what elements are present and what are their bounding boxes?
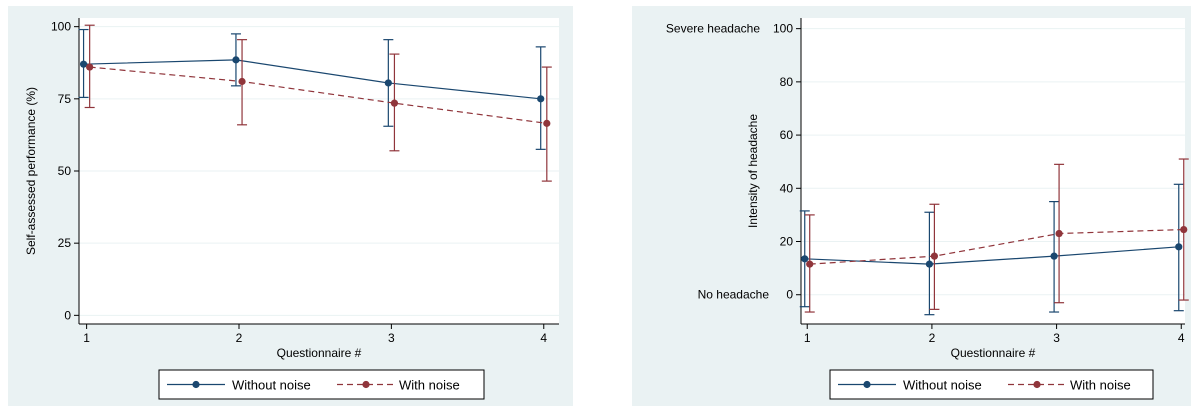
series-line <box>809 228 1184 265</box>
y-tick-label: 75 <box>58 92 72 106</box>
legend-label: Without noise <box>232 378 311 393</box>
x-tick-label: 1 <box>804 331 811 345</box>
legend: Without noise With noise <box>829 369 1154 400</box>
data-point <box>390 99 399 107</box>
legend-marker <box>1033 380 1041 389</box>
y-tick-label: 100 <box>773 22 793 36</box>
data-point <box>79 60 88 68</box>
y-tick-label: 100 <box>51 20 71 34</box>
y-tick-label: 40 <box>780 181 794 195</box>
legend-label: With noise <box>1070 378 1131 393</box>
data-point <box>86 63 94 71</box>
data-point <box>1050 252 1058 260</box>
x-tick-label: 4 <box>540 331 547 345</box>
legend-marker <box>863 380 871 389</box>
series-with-noise <box>84 24 552 182</box>
y-tick-label: 0 <box>64 308 71 322</box>
x-tick-label: 4 <box>1178 331 1185 345</box>
series-without-noise <box>78 28 546 150</box>
x-axis-title: Questionnaire # <box>951 346 1036 360</box>
plot-area <box>801 18 1185 324</box>
y-tick-label: 0 <box>786 288 793 302</box>
x-tick-label: 2 <box>236 331 243 345</box>
series-line <box>83 59 541 100</box>
y-tick-label: 50 <box>58 164 72 178</box>
series-without-noise <box>799 183 1184 316</box>
legend-label: With noise <box>399 378 460 393</box>
y-tick-label: 60 <box>780 128 794 142</box>
data-point <box>925 260 934 268</box>
legend-label: Without noise <box>903 378 982 393</box>
data-point <box>806 260 814 268</box>
y-tick-label: 80 <box>780 75 794 89</box>
data-point <box>801 255 809 263</box>
y-tick-label: 25 <box>58 236 72 250</box>
data-point <box>1055 229 1063 238</box>
legend-marker <box>192 380 200 389</box>
data-point <box>1175 243 1183 251</box>
x-tick-label: 3 <box>1053 331 1060 345</box>
annotation-severe: Severe headache <box>666 22 760 36</box>
data-point <box>537 95 545 103</box>
series-line <box>804 246 1179 265</box>
y-tick-label: 20 <box>780 235 794 249</box>
data-point <box>1180 225 1188 234</box>
chart-2: 0 20 40 60 80 100 1 2 3 4 Questionnaire # Intensity… <box>632 6 1191 406</box>
x-tick-label: 1 <box>83 331 90 345</box>
y-axis-title: Intensity of headache <box>746 114 760 228</box>
chart-1: 0 25 50 75 100 1 2 3 4 Questionnaire # Self-assess… <box>8 6 573 406</box>
x-tick-label: 2 <box>929 331 936 345</box>
x-axis-title: Questionnaire # <box>277 346 362 360</box>
legend-marker <box>362 380 370 389</box>
data-point <box>930 252 939 260</box>
legend: Without noise With noise <box>158 369 485 400</box>
data-point <box>543 119 551 127</box>
data-point <box>238 77 246 86</box>
y-axis-title: Self-assessed performance (%) <box>24 87 38 255</box>
annotation-none: No headache <box>698 288 770 302</box>
data-point <box>232 56 240 64</box>
x-tick-label: 3 <box>388 331 395 345</box>
series-with-noise <box>804 158 1189 313</box>
data-point <box>384 79 392 87</box>
series-line <box>89 66 547 124</box>
